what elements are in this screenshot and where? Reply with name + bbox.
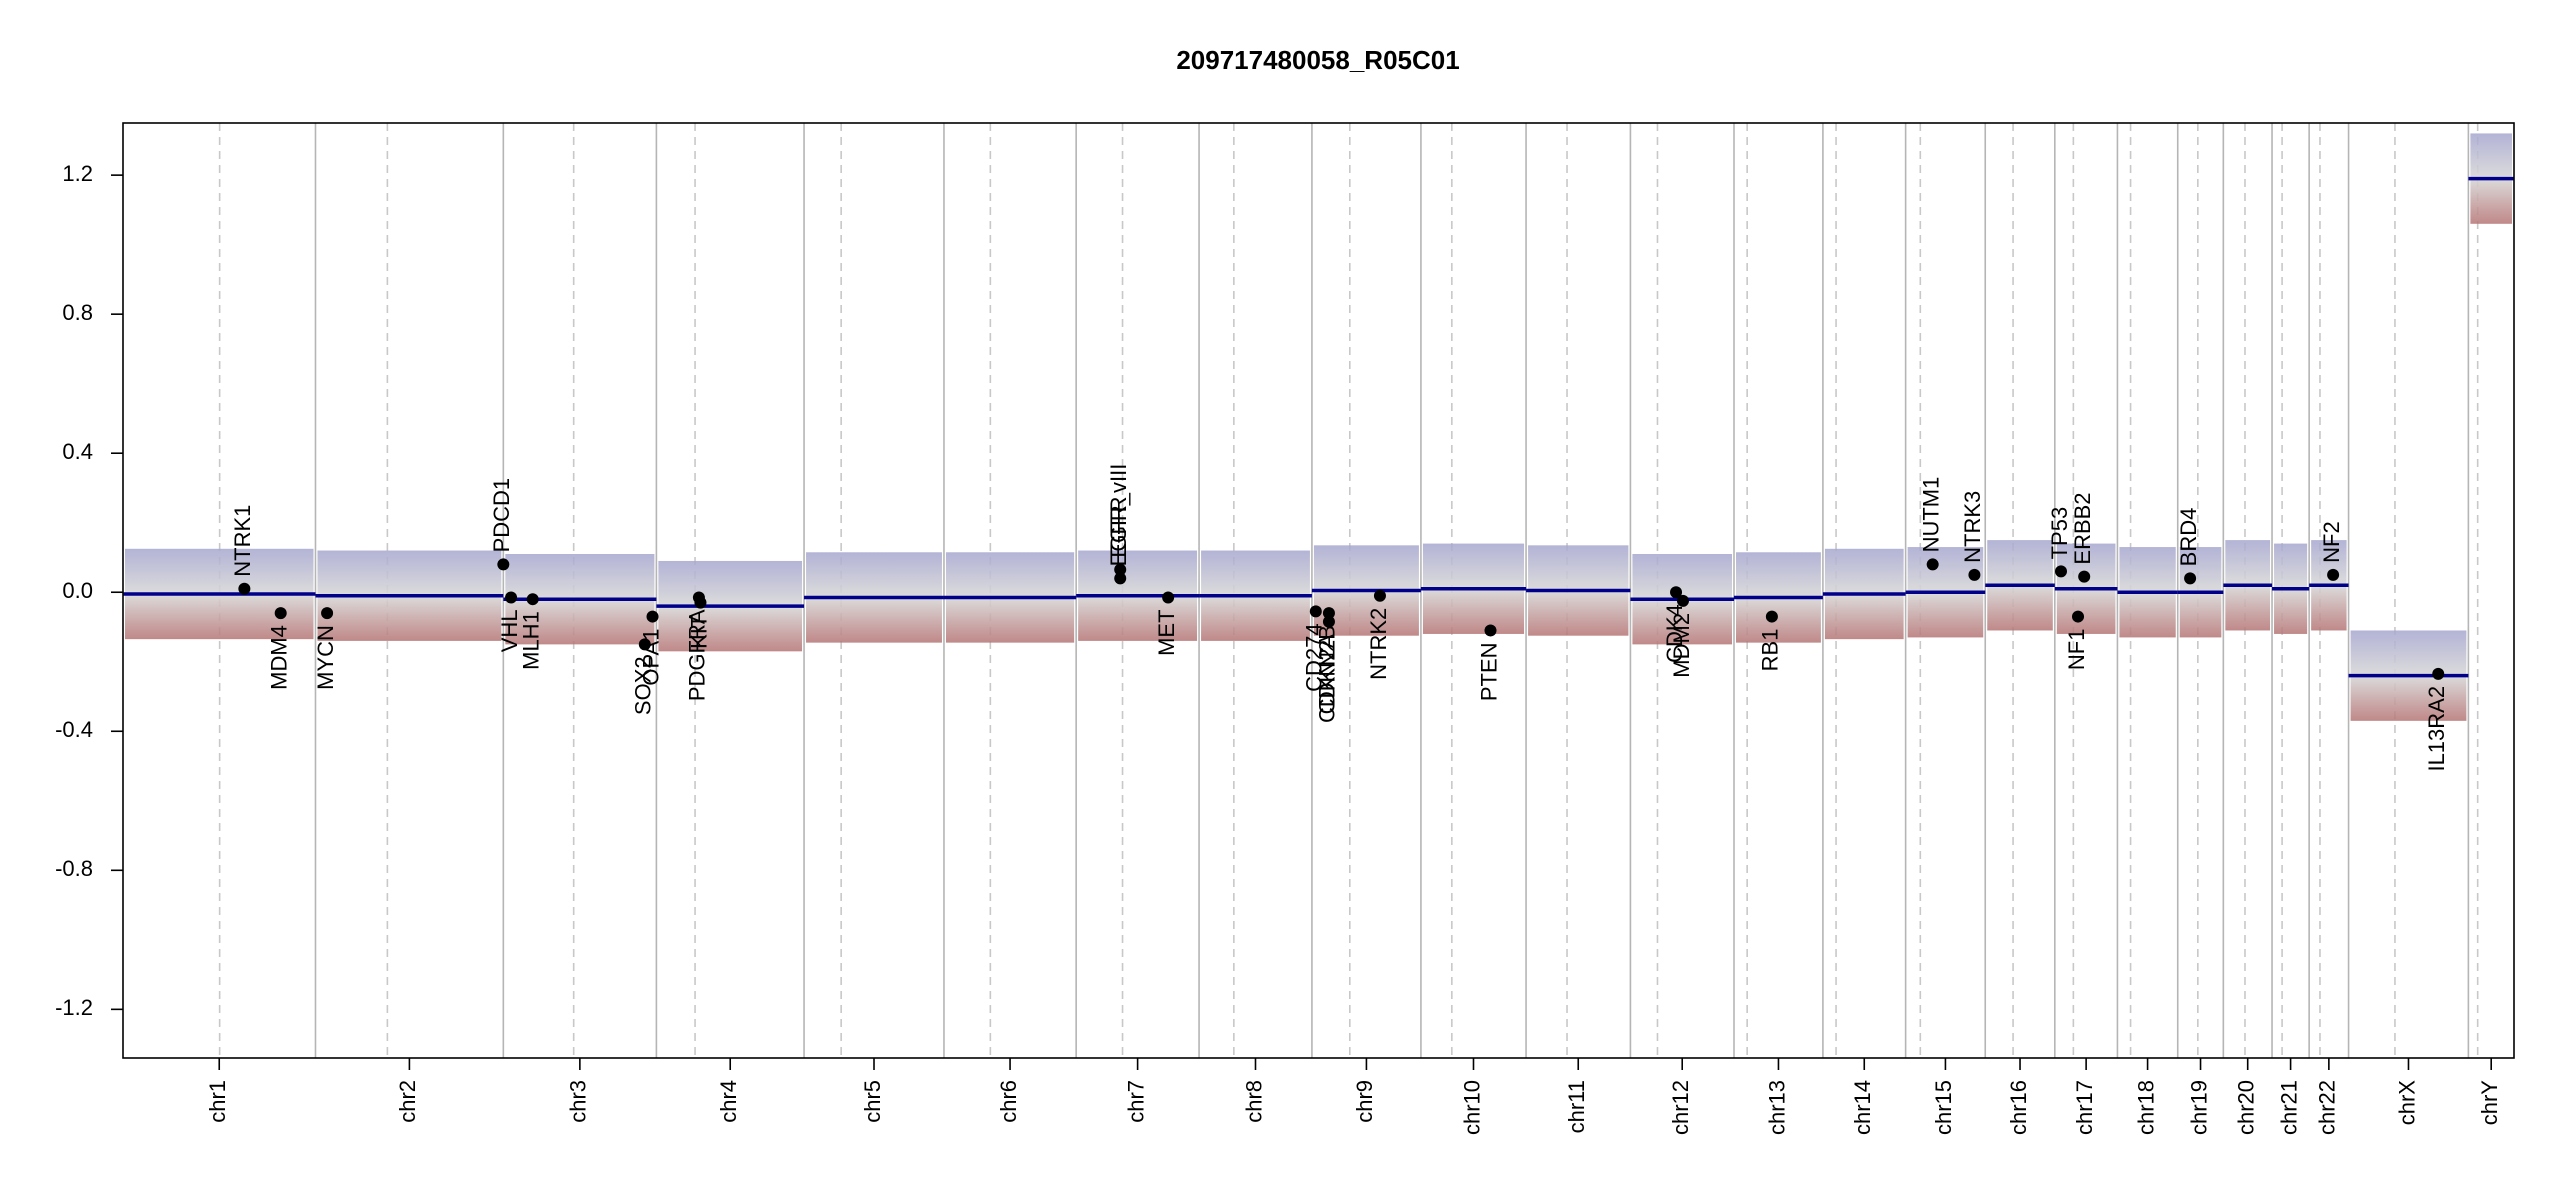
x-tick-label: chr12 xyxy=(1668,1080,1693,1135)
x-tick-label: chr22 xyxy=(2315,1080,2340,1135)
gene-label: SOX2 xyxy=(631,656,656,715)
gene-label: MDM2 xyxy=(1669,613,1694,678)
gene-point xyxy=(2055,565,2068,578)
gene-label: TP53 xyxy=(2047,507,2072,560)
gene-label: NTRK1 xyxy=(230,505,255,577)
gene-label: CDKN2A xyxy=(1315,633,1340,723)
gene-point xyxy=(1114,563,1127,576)
gene-label: RB1 xyxy=(1758,629,1783,672)
gene-point xyxy=(2327,568,2340,581)
gene-label: EGFR xyxy=(1106,497,1131,558)
gene-point xyxy=(1322,615,1335,628)
x-tick-label: chr18 xyxy=(2133,1080,2158,1135)
y-tick-label: -0.4 xyxy=(55,717,93,742)
x-tick-label: chr14 xyxy=(1850,1080,1875,1135)
x-tick-label: chr11 xyxy=(1564,1080,1589,1133)
gene-label: NTRK2 xyxy=(1366,608,1391,680)
gene-point xyxy=(321,607,334,620)
gene-point xyxy=(505,591,518,604)
gene-point xyxy=(2184,572,2197,585)
x-tick-label: chr16 xyxy=(2006,1080,2031,1135)
gene-point xyxy=(1309,605,1322,618)
x-tick-label: chr21 xyxy=(2276,1080,2301,1135)
x-tick-label: chrY xyxy=(2477,1080,2502,1126)
gene-label: VHL xyxy=(497,609,522,652)
gene-point xyxy=(2072,610,2085,623)
gene-point xyxy=(497,558,510,571)
x-tick-label: chr5 xyxy=(860,1080,885,1123)
x-tick-label: chr17 xyxy=(2072,1080,2097,1135)
x-tick-label: chr20 xyxy=(2234,1080,2259,1135)
gene-label: IL13RA2 xyxy=(2424,686,2449,772)
x-tick-label: chr4 xyxy=(716,1080,741,1123)
gene-point xyxy=(694,596,707,609)
gene-label: BRD4 xyxy=(2176,508,2201,567)
plot-frame xyxy=(122,122,2515,1059)
y-tick-label: 0.4 xyxy=(62,439,93,464)
gene-point xyxy=(274,607,287,620)
y-tick-label: -1.2 xyxy=(55,995,93,1020)
gene-point xyxy=(526,593,539,606)
y-tick-label: 0.8 xyxy=(62,300,93,325)
y-tick-label: 0.0 xyxy=(62,578,93,603)
gene-point xyxy=(1968,568,1981,581)
x-tick-label: chr1 xyxy=(205,1080,230,1123)
gene-label: NF1 xyxy=(2064,629,2089,671)
gene-point xyxy=(638,638,651,651)
x-tick-label: chr10 xyxy=(1459,1080,1484,1135)
y-tick-label: -0.8 xyxy=(55,856,93,881)
x-tick-label: chr9 xyxy=(1352,1080,1377,1123)
gene-point xyxy=(646,610,659,623)
gene-label: NF2 xyxy=(2319,521,2344,563)
gene-label: PDCD1 xyxy=(489,478,514,553)
x-tick-label: chr2 xyxy=(395,1080,420,1123)
x-tick-label: chr7 xyxy=(1123,1080,1148,1123)
gene-label: OPA1 xyxy=(638,629,663,686)
gene-label: CDK4 xyxy=(1662,604,1687,663)
gene-point xyxy=(1926,558,1939,571)
gene-label: NUTM1 xyxy=(1918,477,1943,553)
gene-label: ERBB2 xyxy=(2070,492,2095,564)
gene-point xyxy=(1114,572,1127,585)
gene-point xyxy=(1484,624,1497,637)
x-tick-label: chr15 xyxy=(1931,1080,1956,1135)
gene-label: CD274 xyxy=(1302,623,1327,691)
gene-label: MYCN xyxy=(313,625,338,690)
gene-point xyxy=(1670,586,1683,599)
gene-label: PDGFRA xyxy=(685,609,710,701)
gene-point xyxy=(1676,594,1689,607)
gene-point xyxy=(2432,667,2445,680)
gene-point xyxy=(1162,591,1175,604)
x-tick-label: chr19 xyxy=(2186,1080,2211,1135)
gene-label: EGFR_vIII xyxy=(1106,464,1131,567)
gene-label: CDKN2B xyxy=(1315,625,1340,714)
gene-label: NTRK3 xyxy=(1960,491,1985,563)
x-tick-label: chr6 xyxy=(996,1080,1021,1123)
gene-point xyxy=(1765,610,1778,623)
x-tick-label: chrX xyxy=(2394,1080,2419,1126)
gene-point xyxy=(1322,607,1335,620)
x-tick-label: chr3 xyxy=(566,1080,591,1123)
chart-title: 209717480058_R05C01 xyxy=(1176,45,1459,75)
gene-label: MLH1 xyxy=(519,611,544,670)
gene-point xyxy=(238,582,251,595)
gene-label: KIT xyxy=(686,615,711,649)
x-tick-label: chr8 xyxy=(1241,1080,1266,1123)
gene-point xyxy=(1373,589,1386,602)
y-tick-label: 1.2 xyxy=(62,161,93,186)
gene-label: PTEN xyxy=(1476,642,1501,701)
gene-label: MDM4 xyxy=(267,625,292,690)
x-tick-label: chr13 xyxy=(1764,1080,1789,1135)
gene-point xyxy=(2078,570,2091,583)
gene-label: MET xyxy=(1154,609,1179,655)
